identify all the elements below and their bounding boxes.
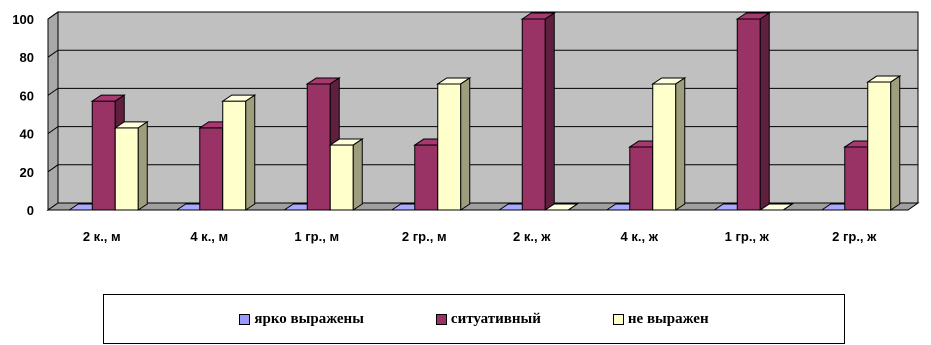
bar-side	[352, 138, 363, 211]
bar-3-8	[866, 75, 902, 211]
bar-front	[736, 18, 761, 211]
legend-item-series-3: не выражен	[612, 310, 709, 328]
bar-front	[91, 100, 116, 211]
bar-3-4	[436, 77, 472, 211]
bars	[67, 12, 902, 211]
legend-item-series-1: ярко выражены	[239, 311, 364, 328]
bar-2-7	[735, 12, 771, 211]
legend-label: не выражен	[627, 310, 709, 327]
x-tick-label: 1 гр., м	[294, 229, 339, 244]
bar-side	[567, 203, 578, 211]
bar-side	[759, 12, 770, 211]
x-tick-label: 2 гр., ж	[832, 229, 877, 244]
bar-front	[199, 127, 224, 211]
bar-2-5	[520, 12, 556, 211]
y-tick-label: 80	[20, 50, 34, 65]
bar-front	[414, 144, 439, 211]
x-tick-label: 2 гр., м	[402, 229, 447, 244]
bar-front	[329, 144, 354, 211]
gridlines	[47, 11, 918, 173]
bar-front	[844, 146, 869, 211]
x-tick-label: 2 к., ж	[513, 229, 551, 244]
bar-3-2	[221, 94, 257, 211]
y-tick-label: 0	[27, 203, 34, 218]
bar-3-3	[328, 138, 364, 211]
x-axis-labels: 2 к., м 4 к., м 1 гр., м 2 гр., м 2 к., ж 4 к…	[83, 229, 877, 244]
legend-label: ситуативный	[450, 310, 541, 327]
x-tick-label: 4 к., ж	[621, 229, 659, 244]
chart-walls	[46, 11, 920, 211]
bar-side	[137, 120, 148, 211]
bar-3-5	[543, 203, 579, 211]
legend-label: ярко выражены	[254, 310, 364, 327]
legend-swatch	[239, 313, 251, 325]
legend-item-series-2: ситуативный	[435, 310, 541, 328]
legend-swatch	[435, 313, 447, 325]
y-axis-labels: 0 20 40 60 80 100	[12, 12, 34, 218]
y-tick-label: 40	[20, 127, 34, 142]
x-tick-label: 4 к., м	[190, 229, 228, 244]
bar-chart: 0 20 40 60 80 100 2 к., м 4 к., м 1 гр., м 2 гр.…	[12, 11, 920, 244]
y-tick-label: 60	[20, 88, 34, 103]
bar-front	[222, 100, 247, 211]
gridline	[47, 87, 918, 96]
y-tick-label: 20	[20, 165, 34, 180]
legend-swatch	[612, 313, 624, 325]
bar-front	[629, 146, 654, 211]
bar-side	[460, 77, 471, 211]
back-wall	[57, 11, 919, 204]
bar-front	[114, 127, 139, 211]
legend: ярко выражены ситуативный не выражен	[103, 294, 845, 344]
bar-front	[437, 83, 462, 211]
bar-3-7	[758, 203, 794, 211]
x-tick-label: 2 к., м	[83, 229, 121, 244]
bar-3-6	[651, 77, 687, 211]
x-tick-label: 1 гр., ж	[725, 229, 770, 244]
bar-front	[652, 83, 677, 211]
bar-front	[306, 83, 331, 211]
bar-front	[521, 18, 546, 211]
bar-side	[544, 12, 555, 211]
bar-side	[890, 75, 901, 211]
bar-3-1	[113, 120, 149, 211]
bar-front	[867, 81, 892, 211]
y-tick-label: 100	[12, 12, 34, 27]
gridline	[47, 49, 918, 58]
gridline	[47, 126, 918, 135]
side-wall	[47, 11, 59, 211]
bar-side	[782, 203, 793, 211]
bar-side	[675, 77, 686, 211]
gridline	[47, 11, 918, 20]
bar-side	[245, 94, 256, 211]
